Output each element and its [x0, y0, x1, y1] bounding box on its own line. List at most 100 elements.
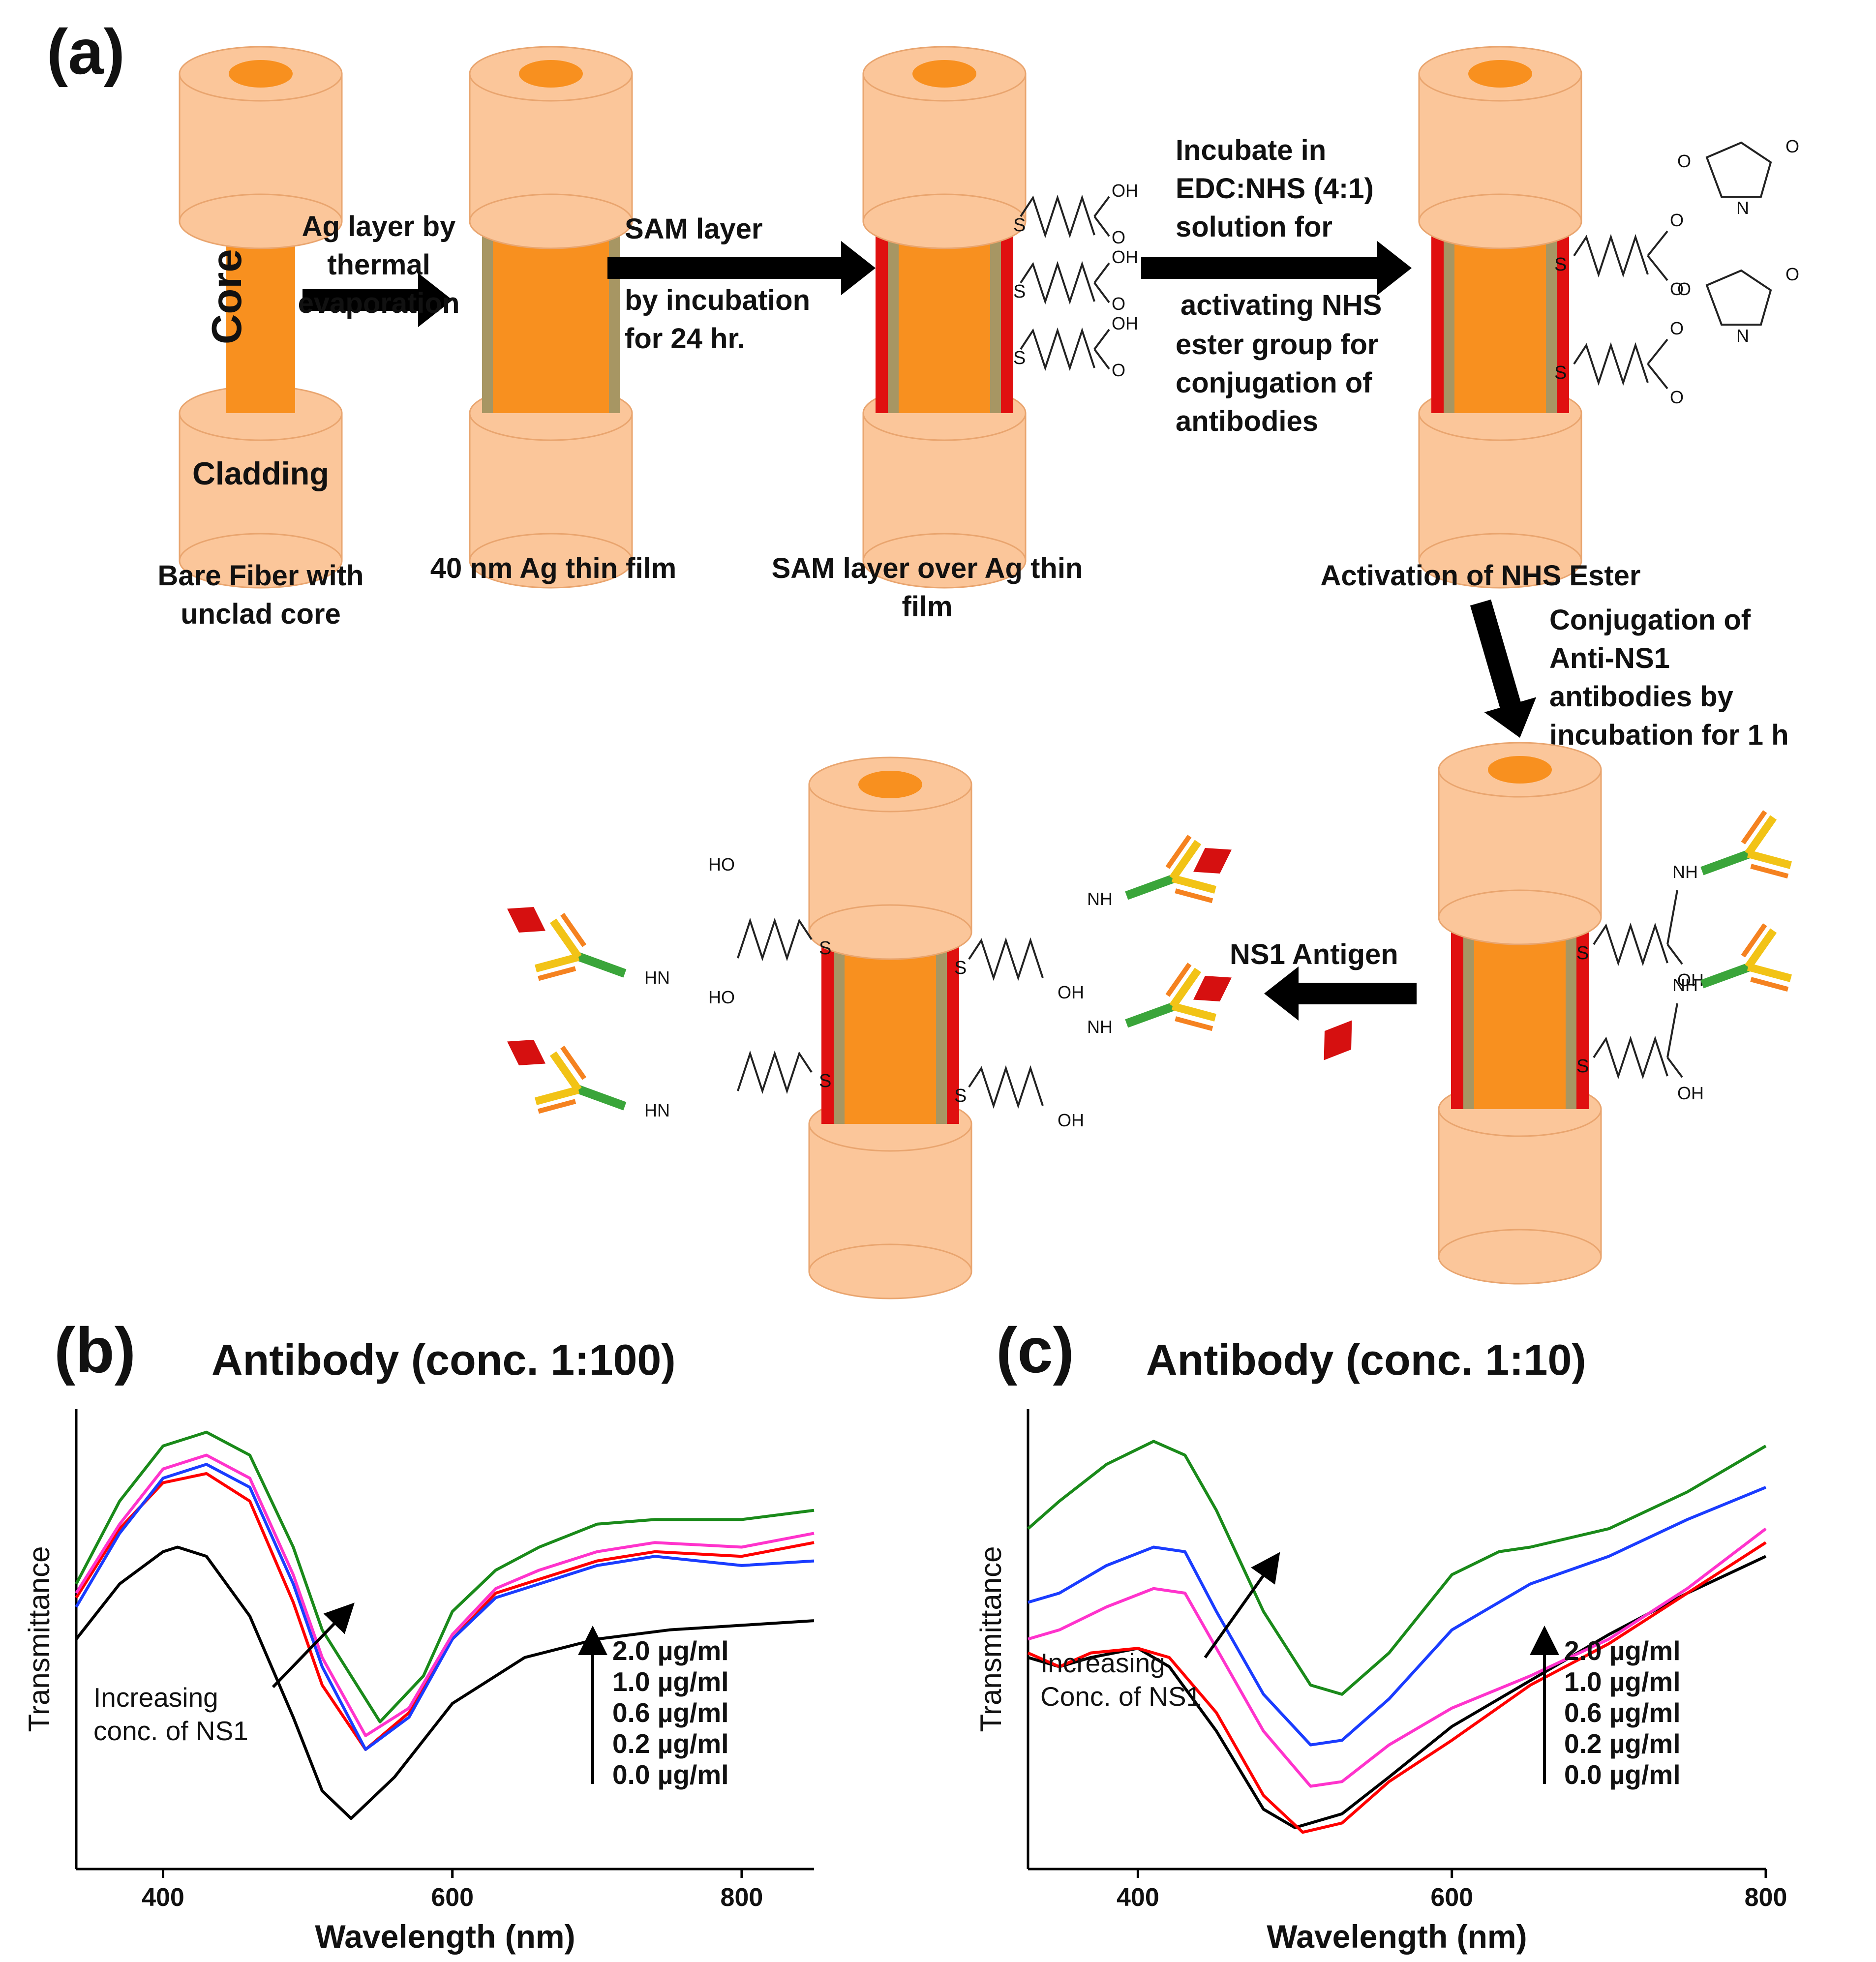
sulfur-label: S	[1576, 1056, 1589, 1077]
process-arrow	[1141, 241, 1412, 295]
series-line-2-0	[1027, 1440, 1767, 1696]
amine-label: NH	[1087, 1017, 1113, 1037]
ester-bond	[1647, 230, 1668, 281]
oxygen-label: O	[1677, 279, 1691, 299]
antibody-arm-lower-edge	[1175, 888, 1213, 904]
cladding-bottom-base	[808, 1243, 972, 1299]
antibody-stem	[1125, 1000, 1179, 1028]
core-end-face	[229, 60, 293, 88]
carboxyl-bond	[1093, 262, 1110, 303]
oxygen-label: O	[1112, 294, 1125, 314]
fiber-core	[493, 236, 609, 413]
series-line-1-0	[1028, 1527, 1767, 1788]
amide-bond	[1666, 890, 1678, 945]
core-label: Core	[204, 249, 250, 344]
annotation-text: Increasing	[1040, 1648, 1165, 1678]
amine-label: HN	[644, 1100, 670, 1120]
hydroxyl-label: OH	[1112, 247, 1138, 267]
oxygen-label: O	[1785, 136, 1799, 156]
sam-chain	[1573, 342, 1649, 386]
sulfur-label: S	[1554, 254, 1567, 275]
x-tick-label: 600	[431, 1883, 474, 1912]
y-axis-label: Transmittance	[23, 1546, 56, 1732]
legend-entry: 0.6 µg/ml	[1564, 1697, 1681, 1728]
panel-a-diagram: (a) Core Cladding Bare Fiber with unclad cor…	[47, 16, 1799, 1299]
sulfur-label: S	[1576, 943, 1589, 964]
step-sam-incubation: for 24 hr.	[625, 323, 745, 355]
carboxyl-bond	[1666, 943, 1683, 965]
core-end-face	[519, 60, 583, 88]
step-antibody-conjugation: antibodies by	[1549, 681, 1733, 713]
y-axis-label: Transmittance	[974, 1546, 1007, 1732]
fiber-antigen-bound	[808, 756, 972, 1299]
sam-chain	[968, 937, 1044, 981]
step-antibody-conjugation: Anti-NS1	[1549, 642, 1670, 674]
oxygen-label: O	[1670, 279, 1684, 299]
step-antibody-conjugation: incubation for 1 h	[1549, 719, 1789, 751]
legend-entry: 1.0 µg/ml	[1564, 1666, 1681, 1697]
antibody-arm-upper-edge	[1741, 810, 1767, 845]
step-ag-deposition: Ag layer by	[302, 211, 456, 242]
legend-entry: 0.6 µg/ml	[612, 1697, 729, 1728]
step-edc-nhs: ester group for	[1176, 329, 1379, 361]
legend-entry: 0.0 µg/ml	[1564, 1759, 1681, 1790]
annotation-arrow	[1204, 1552, 1280, 1659]
sulfur-label: S	[954, 958, 967, 978]
nitrogen-label: N	[1736, 198, 1749, 218]
carboxyl-bond	[1093, 196, 1110, 237]
cladding-top-base	[862, 193, 1027, 249]
step-ag-deposition: thermal	[327, 249, 430, 281]
antibody-arm-lower-edge	[1175, 1016, 1213, 1031]
hydroxyl-label: HO	[708, 987, 735, 1007]
antibody-arm-upper-edge	[1165, 835, 1192, 869]
antibody-arm-lower	[1747, 850, 1792, 869]
cladding-top-base	[1418, 193, 1582, 249]
amine-label: NH	[1087, 889, 1113, 909]
cladding-bottom-base	[179, 533, 343, 589]
ns1-antigen-bound	[507, 1040, 545, 1065]
unclad-core	[226, 236, 295, 413]
antibody-arm-upper-edge	[538, 1099, 576, 1114]
oxygen-label: O	[1670, 210, 1684, 230]
caption-sam-layer: film	[902, 591, 952, 623]
legend-entry: 1.0 µg/ml	[612, 1666, 729, 1697]
fiber-core	[1454, 236, 1546, 413]
oxygen-label: O	[1670, 318, 1684, 338]
sam-chain	[737, 1050, 813, 1094]
caption-bare-fiber: unclad core	[181, 598, 341, 630]
series-line-0-6	[1028, 1486, 1767, 1747]
sam-chain	[968, 1065, 1044, 1109]
cladding-top-base	[469, 193, 633, 249]
nitrogen-label: N	[1736, 326, 1749, 346]
carboxyl-bond	[1666, 1056, 1683, 1078]
x-axis-label: Wavelength (nm)	[1267, 1918, 1527, 1955]
arrow-antibody-conjugation	[1470, 599, 1537, 738]
antibody-arm-upper	[1169, 967, 1202, 1009]
caption-ag-film: 40 nm Ag thin film	[430, 552, 677, 584]
antibody-arm-lower-edge	[1750, 977, 1789, 992]
arrow-edc-nhs	[1141, 241, 1412, 295]
succinimide-ring	[1705, 141, 1772, 198]
antibody-arm-lower	[549, 1051, 582, 1092]
step-sam-incubation: by incubation	[625, 284, 810, 316]
ns1-antigen-bound	[1193, 848, 1232, 874]
anti-ns1-antibody	[1125, 835, 1216, 904]
fiber-antibody-conjugated	[1438, 742, 1602, 1285]
chart-b: (b) Antibody (conc. 1:100) 400 600 800 Wavele…	[23, 1314, 815, 1955]
carboxyl-bond	[1093, 329, 1110, 370]
antibody-stem	[1700, 961, 1755, 989]
sam-chain	[1020, 194, 1095, 239]
chart-title: Antibody (conc. 1:100)	[212, 1335, 676, 1384]
process-arrow	[1470, 599, 1537, 738]
sulfur-label: S	[819, 1071, 831, 1091]
fiber-core	[1474, 932, 1566, 1109]
panel-label: (b)	[54, 1314, 136, 1386]
antibody-arm-lower	[1171, 1002, 1216, 1022]
series-line-0-0	[75, 1545, 815, 1820]
step-edc-nhs: Incubate in	[1176, 134, 1326, 166]
hydroxyl-label: OH	[1677, 1083, 1704, 1103]
caption-bare-fiber: Bare Fiber with	[158, 560, 364, 592]
legend-entry: 0.2 µg/ml	[612, 1728, 729, 1759]
x-tick-label: 400	[142, 1883, 184, 1912]
